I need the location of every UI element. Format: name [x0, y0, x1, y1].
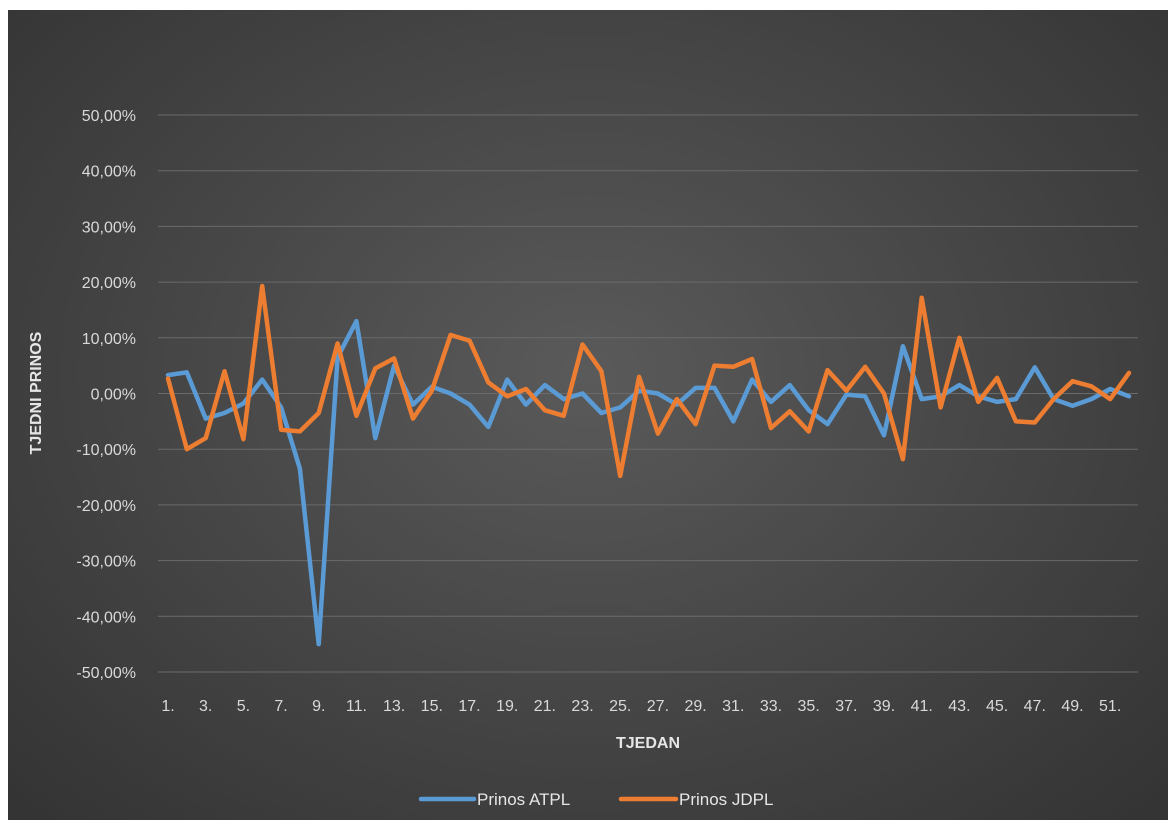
chart-area: [8, 10, 1168, 820]
x-axis-title: TJEDAN: [616, 735, 680, 752]
x-tick-label: 39.: [873, 698, 895, 715]
x-tick-label: 43.: [948, 698, 970, 715]
series-lines: [165, 283, 1132, 647]
legend-label: Prinos ATPL: [477, 790, 570, 809]
series-line-2: [165, 283, 1132, 479]
y-tick-label: 40,00%: [82, 164, 136, 181]
x-tick-label: 21.: [534, 698, 556, 715]
y-tick-label: 30,00%: [82, 219, 136, 236]
x-tick-label: 23.: [571, 698, 593, 715]
y-tick-label: -30,00%: [76, 554, 136, 571]
x-tick-label: 9.: [312, 698, 325, 715]
x-tick-label: 17.: [458, 698, 480, 715]
y-tick-label: 0,00%: [91, 387, 136, 404]
legend-item: Prinos ATPL: [418, 790, 570, 809]
legend-label: Prinos JDPL: [679, 790, 773, 809]
y-tick-label: -40,00%: [76, 609, 136, 626]
x-tick-label: 5.: [237, 698, 250, 715]
y-tick-label: -20,00%: [76, 498, 136, 515]
x-tick-label: 49.: [1061, 698, 1083, 715]
x-tick-label: 3.: [199, 698, 212, 715]
x-tick-label: 15.: [421, 698, 443, 715]
x-tick-label: 19.: [496, 698, 518, 715]
legend-item: Prinos JDPL: [618, 790, 773, 809]
y-tick-label: -50,00%: [76, 665, 136, 682]
y-tick-label: 50,00%: [82, 108, 136, 125]
x-tick-label: 25.: [609, 698, 631, 715]
x-tick-label: 27.: [647, 698, 669, 715]
x-tick-label: 33.: [760, 698, 782, 715]
x-tick-label: 51.: [1099, 698, 1121, 715]
y-axis-ticks: 50,00% 40,00% 30,00% 20,00% 10,00% 0,00% -10,0…: [76, 108, 136, 682]
x-tick-label: 35.: [798, 698, 820, 715]
x-tick-label: 31.: [722, 698, 744, 715]
x-tick-label: 29.: [684, 698, 706, 715]
y-tick-label: 20,00%: [82, 275, 136, 292]
y-tick-label: -10,00%: [76, 442, 136, 459]
x-tick-label: 45.: [986, 698, 1008, 715]
x-tick-label: 13.: [383, 698, 405, 715]
y-axis-title: TJEDNI PRINOS: [28, 331, 45, 454]
y-tick-label: 10,00%: [82, 331, 136, 348]
legend: Prinos ATPL Prinos JDPL: [418, 790, 773, 809]
x-tick-label: 1.: [161, 698, 174, 715]
series-line-1: [165, 318, 1132, 647]
x-tick-label: 37.: [835, 698, 857, 715]
x-tick-label: 47.: [1024, 698, 1046, 715]
x-tick-label: 7.: [274, 698, 287, 715]
x-tick-label: 41.: [911, 698, 933, 715]
x-axis-ticks: 1. 3. 5. 7. 9. 11. 13. 15. 17. 19. 21. 23. 25. 27. 29.…: [161, 698, 1121, 715]
gridlines: [158, 114, 1138, 673]
x-tick-label: 11.: [346, 698, 367, 715]
